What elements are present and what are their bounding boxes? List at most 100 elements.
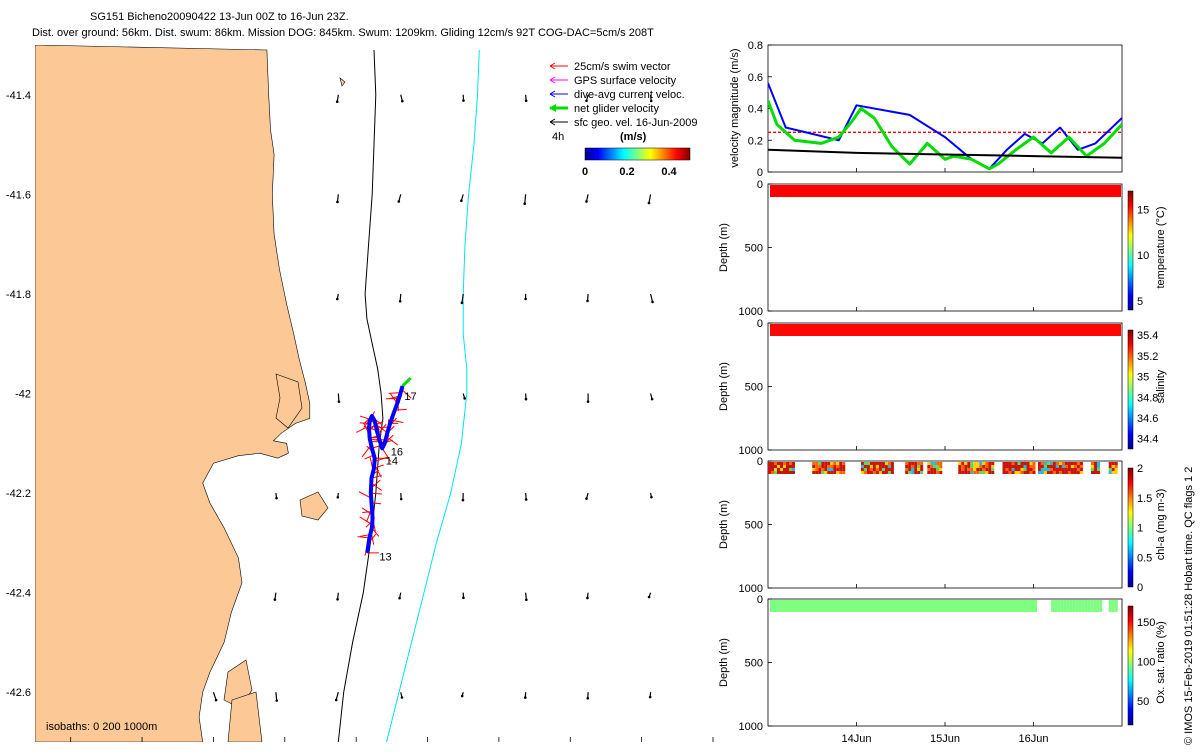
section-sample <box>794 327 797 330</box>
section-sample <box>845 606 848 609</box>
geo-arrow-head <box>648 202 651 205</box>
section-sample <box>902 324 905 327</box>
section-sample <box>1078 600 1081 603</box>
section-sample <box>885 471 888 474</box>
section-sample <box>1059 468 1062 471</box>
section-sample <box>1112 609 1115 612</box>
section-sample <box>986 609 989 612</box>
section-sample <box>929 185 932 188</box>
section-sample <box>797 194 800 197</box>
section-sample <box>882 468 885 471</box>
section-sample <box>1084 609 1087 612</box>
section-sample <box>893 194 896 197</box>
geo-arrow-head <box>336 201 339 204</box>
section-sample <box>971 324 974 327</box>
section-sample <box>893 324 896 327</box>
section-sample <box>1082 324 1085 327</box>
section-sample <box>884 327 887 330</box>
section-sample <box>1041 462 1044 465</box>
section-sample <box>974 600 977 603</box>
section-colorbar <box>1128 191 1133 310</box>
section-sample <box>830 462 833 465</box>
section-sample <box>887 194 890 197</box>
section-sample <box>1100 191 1103 194</box>
section-sample <box>1079 194 1082 197</box>
section-sample <box>1047 468 1050 471</box>
section-sample <box>845 327 848 330</box>
section-sample <box>770 609 773 612</box>
time-tick-label: 15Jun <box>930 733 960 745</box>
section-sample <box>908 603 911 606</box>
section-sample <box>965 600 968 603</box>
section-sample <box>982 465 985 468</box>
section-sample <box>1093 600 1096 603</box>
section-sample <box>1016 603 1019 606</box>
section-sample <box>923 327 926 330</box>
section-sample <box>878 603 881 606</box>
section-sample <box>842 327 845 330</box>
section-sample <box>1080 468 1083 471</box>
section-sample <box>930 471 933 474</box>
section-sample <box>941 330 944 333</box>
section-sample <box>821 324 824 327</box>
section-sample <box>839 185 842 188</box>
section-sample <box>926 600 929 603</box>
section-sample <box>1103 194 1106 197</box>
section-sample <box>785 188 788 191</box>
section-sample <box>821 465 824 468</box>
section-sample <box>1027 471 1030 474</box>
section-sample <box>1033 465 1036 468</box>
section-sample <box>1071 471 1074 474</box>
velocity-panel: 00.20.40.60.8 velocity magnitude (m/s) <box>729 40 1122 179</box>
section-sample <box>827 471 830 474</box>
section-sample <box>773 185 776 188</box>
section-sample <box>1016 333 1019 336</box>
section-sample <box>1115 194 1118 197</box>
section-sample <box>959 600 962 603</box>
section-sample <box>989 333 992 336</box>
section-sample <box>982 468 985 471</box>
section-sample <box>1027 468 1030 471</box>
section-sample <box>824 188 827 191</box>
section-sample <box>830 606 833 609</box>
section-sample <box>1115 462 1118 465</box>
section-sample <box>1053 471 1056 474</box>
section-sample <box>941 327 944 330</box>
section-sample <box>971 185 974 188</box>
section-sample <box>971 600 974 603</box>
section-sample <box>1056 465 1059 468</box>
section-sample <box>1084 606 1087 609</box>
section-sample <box>861 465 864 468</box>
section-sample <box>788 333 791 336</box>
section-sample <box>968 600 971 603</box>
section-sample <box>899 606 902 609</box>
section-sample <box>902 191 905 194</box>
section-sample <box>953 609 956 612</box>
section-sample <box>797 333 800 336</box>
section-sample <box>998 191 1001 194</box>
section-sample <box>887 600 890 603</box>
section-sample <box>953 603 956 606</box>
section-sample <box>980 188 983 191</box>
section-y-tick-label: 1000 <box>739 306 763 318</box>
section-sample <box>1033 471 1036 474</box>
section-sample <box>890 600 893 603</box>
section-sample <box>803 324 806 327</box>
section-sample <box>818 462 821 465</box>
section-sample <box>1115 185 1118 188</box>
section-sample <box>1028 194 1031 197</box>
section-sample <box>783 465 786 468</box>
section-sample <box>944 333 947 336</box>
section-sample <box>884 324 887 327</box>
velocity-y-tick-label: 0.6 <box>748 72 763 84</box>
section-sample <box>1047 465 1050 468</box>
section-sample <box>792 471 795 474</box>
section-sample <box>950 327 953 330</box>
section-sample <box>896 330 899 333</box>
section-sample <box>1012 465 1015 468</box>
geo-arrow-head <box>337 496 340 499</box>
section-sample <box>803 603 806 606</box>
section-sample <box>824 324 827 327</box>
section-sample <box>1025 191 1028 194</box>
section-sample <box>866 185 869 188</box>
